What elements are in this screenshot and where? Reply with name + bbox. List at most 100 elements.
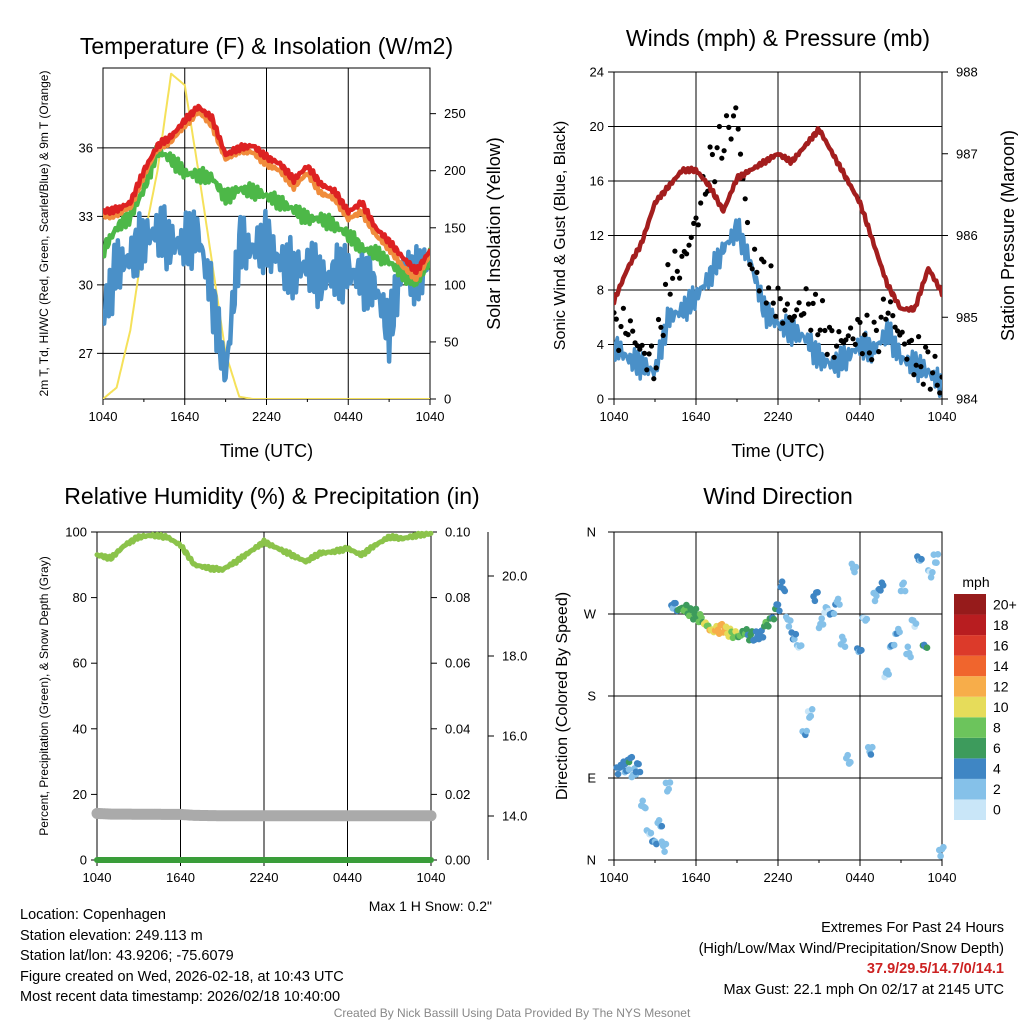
gust-point <box>796 300 802 306</box>
rh-y2-tick-label: 0.08 <box>445 590 470 605</box>
gust-point <box>620 305 627 311</box>
gust-point <box>684 251 690 257</box>
wdir-title: Wind Direction <box>703 483 853 509</box>
wind-x-tick-label: 1040 <box>928 409 957 424</box>
gust-point <box>939 374 942 380</box>
gust-point <box>904 356 910 362</box>
rh-y-tick-label: 100 <box>65 525 87 540</box>
wind-x-tick-label: 1640 <box>682 409 711 424</box>
colorbar-label: 12 <box>993 678 1009 694</box>
gust-point <box>667 291 673 297</box>
gust-point <box>714 145 720 151</box>
gust-point <box>679 253 685 259</box>
gust-point <box>927 386 933 392</box>
colorbar-swatch <box>954 635 986 656</box>
gust-point <box>707 144 713 150</box>
gust-point <box>627 318 634 324</box>
wind-y2-tick-label: 986 <box>956 228 978 243</box>
wind-y-tick-label: 16 <box>590 174 604 189</box>
recent-text: Most recent data timestamp: 2026/02/18 1… <box>20 989 341 1005</box>
temp-title: Temperature (F) & Insolation (W/m2) <box>80 33 453 59</box>
colorbar-title: mph <box>962 574 989 590</box>
gust-point <box>932 353 938 359</box>
gust-point <box>894 328 901 334</box>
gust-point <box>737 151 744 157</box>
direction-point <box>867 751 875 758</box>
gust-point <box>716 123 723 130</box>
gust-point <box>709 151 716 158</box>
temperature-2m-line <box>103 103 430 276</box>
temp-y2-tick-label: 150 <box>444 220 466 235</box>
elevation-text: Station elevation: 249.113 m <box>20 927 203 944</box>
direction-point <box>934 551 942 558</box>
gust-point <box>744 219 751 226</box>
rh-x-tick-label: 1040 <box>83 870 112 885</box>
wdir-y-tick-label: N <box>587 853 596 868</box>
snow-axis-label: 18.0 <box>502 649 527 664</box>
direction-point <box>844 751 851 759</box>
direction-point <box>841 643 849 650</box>
colorbar-label: 0 <box>993 802 1001 818</box>
wind-x-tick-label: 0440 <box>846 409 875 424</box>
rh-y2-tick-label: 0.04 <box>445 721 470 736</box>
direction-point <box>923 644 931 651</box>
gust-point <box>726 124 732 130</box>
rh-y2-tick-label: 0.10 <box>445 525 470 540</box>
temp-ylabel: 2m T, Td, HI/WC (Red, Green, Scarlet/Blu… <box>37 71 51 397</box>
extremes-legend: (High/Low/Max Wind/Precipitation/Snow De… <box>698 940 1004 957</box>
gust-point <box>850 336 856 342</box>
max-gust-text: Max Gust: 22.1 mph On 02/17 at 2145 UTC <box>723 981 1004 998</box>
station-info: Location: Copenhagen Station elevation: … <box>20 905 344 1008</box>
gust-point <box>670 275 676 281</box>
gust-point <box>918 364 924 370</box>
direction-point <box>896 628 903 636</box>
gust-point <box>780 320 786 326</box>
wdir-y-tick-label: S <box>587 689 596 704</box>
gust-point <box>899 329 905 335</box>
latlon-text: Station lat/lon: 43.9206; -75.6079 <box>20 948 234 964</box>
direction-point <box>743 626 750 633</box>
gust-point <box>925 349 931 355</box>
gust-point <box>674 268 680 274</box>
gust-point <box>644 367 650 373</box>
direction-point <box>778 578 786 585</box>
gust-point <box>824 351 830 357</box>
wind-y2-tick-label: 988 <box>956 65 978 80</box>
direction-point <box>807 712 815 720</box>
wdir-y-tick-label: N <box>587 525 596 540</box>
wind-ylabel-right: Station Pressure (Maroon) <box>998 130 1018 341</box>
gust-point <box>878 314 884 320</box>
direction-point <box>937 852 944 860</box>
gust-point <box>688 234 694 240</box>
gust-point <box>658 324 664 330</box>
rh-y-tick-label: 0 <box>80 853 87 868</box>
direction-point <box>927 574 935 581</box>
gust-point <box>794 307 800 313</box>
gust-point <box>862 332 868 338</box>
direction-point <box>900 579 907 587</box>
gust-point <box>614 316 619 322</box>
gust-point <box>812 291 819 297</box>
direction-point <box>904 643 912 651</box>
gust-point <box>695 222 701 228</box>
rh-x-tick-label: 2240 <box>250 870 279 885</box>
gust-point <box>752 246 758 252</box>
temp-panel: 1040 1640 2240 0440 1040 27 30 33 36 0 50 100 150 200… <box>37 33 504 461</box>
wind-x-tick-label: 2240 <box>764 409 793 424</box>
temp-x-tick-label: 1040 <box>416 409 445 424</box>
direction-point <box>785 623 793 630</box>
gust-point <box>869 357 875 363</box>
wind-title: Winds (mph) & Pressure (mb) <box>626 25 930 51</box>
colorbar-swatch <box>954 799 986 820</box>
gust-point <box>805 301 812 307</box>
created-text: Figure created on Wed, 2026-02-18, at 10… <box>20 968 344 985</box>
gust-point <box>836 329 842 335</box>
direction-point <box>858 646 865 654</box>
direction-point <box>635 760 642 768</box>
direction-point <box>873 592 880 600</box>
temp-y2-tick-label: 250 <box>444 106 466 121</box>
gust-point <box>857 319 863 325</box>
temp-y2-tick-label: 50 <box>444 334 458 349</box>
